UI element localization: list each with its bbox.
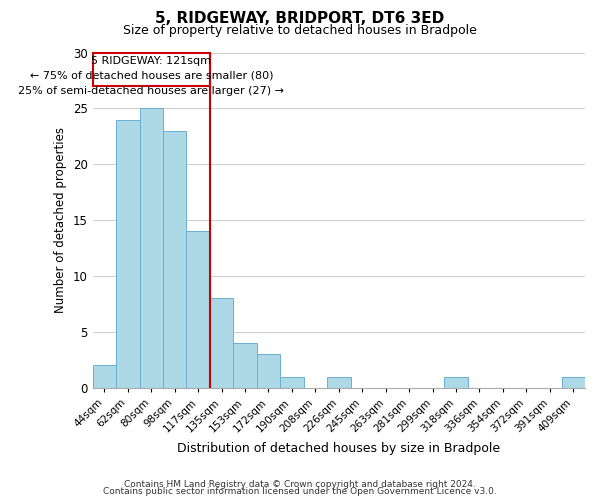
Y-axis label: Number of detached properties: Number of detached properties xyxy=(55,127,67,313)
Bar xyxy=(233,343,257,388)
Bar xyxy=(445,376,468,388)
Bar xyxy=(163,130,187,388)
Bar xyxy=(210,298,233,388)
X-axis label: Distribution of detached houses by size in Bradpole: Distribution of detached houses by size … xyxy=(177,442,500,455)
Text: Contains HM Land Registry data © Crown copyright and database right 2024.: Contains HM Land Registry data © Crown c… xyxy=(124,480,476,489)
Bar xyxy=(280,376,304,388)
Text: 25% of semi-detached houses are larger (27) →: 25% of semi-detached houses are larger (… xyxy=(18,86,284,96)
Bar xyxy=(116,120,140,388)
Bar xyxy=(187,232,210,388)
Text: 5, RIDGEWAY, BRIDPORT, DT6 3ED: 5, RIDGEWAY, BRIDPORT, DT6 3ED xyxy=(155,11,445,26)
Bar xyxy=(327,376,350,388)
Text: 5 RIDGEWAY: 121sqm: 5 RIDGEWAY: 121sqm xyxy=(91,56,211,66)
Bar xyxy=(140,108,163,388)
Bar xyxy=(562,376,585,388)
Text: ← 75% of detached houses are smaller (80): ← 75% of detached houses are smaller (80… xyxy=(29,71,273,81)
Text: Contains public sector information licensed under the Open Government Licence v3: Contains public sector information licen… xyxy=(103,487,497,496)
Bar xyxy=(92,52,210,86)
Bar xyxy=(257,354,280,388)
Bar xyxy=(92,366,116,388)
Text: Size of property relative to detached houses in Bradpole: Size of property relative to detached ho… xyxy=(123,24,477,37)
